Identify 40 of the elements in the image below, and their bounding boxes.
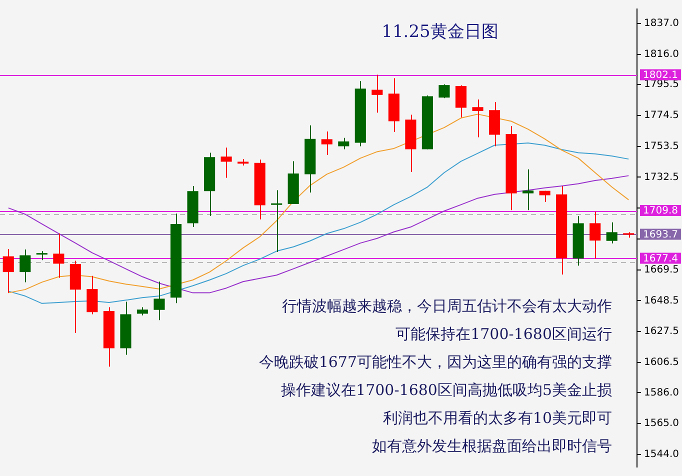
candlestick <box>271 190 282 253</box>
candlestick <box>220 147 232 178</box>
y-tick-label: 1774.5 <box>644 110 679 121</box>
ref-line-label: 1802.1 <box>643 70 678 81</box>
candlestick <box>86 275 98 315</box>
annotation: 如有意外发生根据盘面给出即时信号 <box>371 436 612 457</box>
candlestick <box>20 249 31 283</box>
candlestick <box>154 281 165 321</box>
text: 11.25黄金日图 <box>380 21 500 43</box>
candlestick <box>455 84 467 118</box>
y-tick-label: 1816.0 <box>644 48 679 60</box>
y-tick-label: 1606.5 <box>644 357 679 368</box>
y-tick-label: 1565.0 <box>644 418 679 430</box>
candlestick <box>606 222 618 244</box>
candlestick <box>372 74 383 114</box>
y-tick-label: 1732.5 <box>644 172 679 183</box>
ref-line-label: 1693.7 <box>643 229 678 240</box>
candlestick <box>438 84 450 99</box>
candlestick <box>590 211 601 260</box>
annotation: 行情波幅越来越稳，今日周五估计不会有太大动作 <box>281 296 612 317</box>
candlestick <box>338 137 350 150</box>
y-tick-label: 1544.0 <box>644 449 679 460</box>
candlestick <box>321 131 332 156</box>
candlestick <box>472 98 484 138</box>
candlestick <box>2 248 14 294</box>
y-tick-label: 1627.5 <box>644 326 679 338</box>
y-tick-label: 1795.5 <box>644 79 679 90</box>
candlestick <box>53 233 64 278</box>
annotation: 可能保持在1700-1680区间运行 <box>394 324 612 345</box>
ref-line-label: 1677.4 <box>643 253 678 264</box>
y-tick-label: 1669.5 <box>644 264 679 276</box>
y-tick-label: 1586.0 <box>644 387 679 398</box>
candlestick <box>522 168 534 211</box>
y-tick-label: 1753.5 <box>644 140 679 152</box>
annotation: 利润也不用看的太多有10美元即可 <box>382 408 612 429</box>
ref-line-label: 1709.8 <box>643 206 678 217</box>
annotation: 操作建议在1700-1680区间高抛低吸均5美金止损 <box>280 380 612 401</box>
y-tick-label: 1648.5 <box>644 295 679 306</box>
annotation: 今晚跌破1677可能性不大，因为这里的确有强的支撑 <box>258 352 612 373</box>
y-tick-label: 1837.0 <box>644 18 679 30</box>
